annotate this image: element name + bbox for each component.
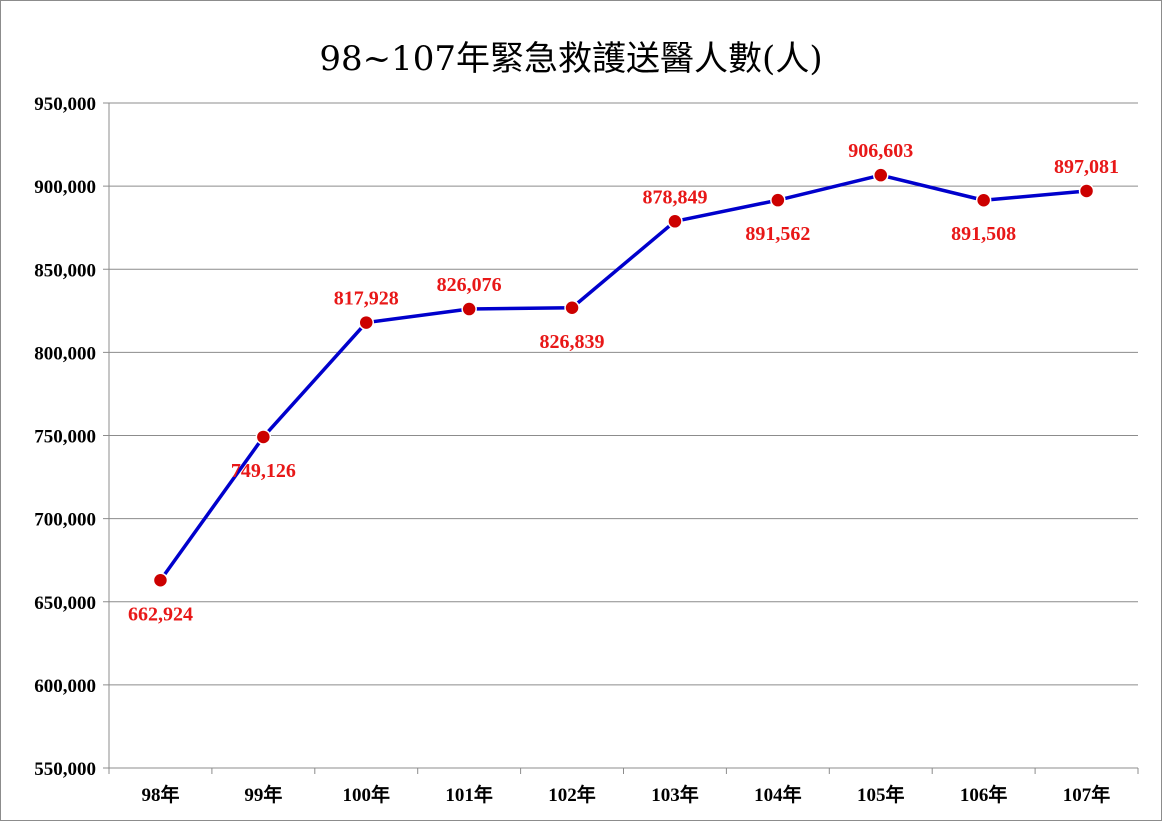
x-tick-label: 102年 — [548, 783, 596, 806]
x-tick-label: 103年 — [651, 783, 699, 806]
data-point — [564, 300, 580, 316]
data-point — [255, 429, 272, 445]
x-tick-label: 106年 — [960, 783, 1008, 806]
y-tick-label: 700,000 — [34, 510, 96, 531]
gridlines — [109, 102, 1138, 686]
y-tick-label: 550,000 — [34, 759, 96, 780]
data-point — [770, 192, 786, 208]
data-labels: 662,924 749,126 817,928 826,076 826,839 878,8… — [128, 140, 1119, 625]
data-label: 826,839 — [540, 331, 605, 353]
data-label: 826,076 — [437, 274, 502, 296]
x-tick-label: 100年 — [342, 783, 390, 806]
data-label: 891,508 — [951, 223, 1016, 245]
y-tick-label: 800,000 — [34, 343, 96, 364]
x-tick-label: 101年 — [445, 783, 493, 806]
series-line — [159, 173, 1087, 582]
y-tick-label: 900,000 — [34, 177, 96, 198]
data-point — [667, 213, 683, 230]
axes — [103, 102, 1139, 774]
data-point — [1078, 183, 1095, 199]
y-tick-label: 750,000 — [34, 427, 96, 448]
x-tick-label: 104年 — [754, 783, 802, 806]
y-tick-label: 950,000 — [34, 94, 96, 115]
data-point — [358, 314, 374, 331]
data-label: 878,849 — [642, 186, 707, 208]
data-label: 891,562 — [745, 223, 810, 245]
data-point — [975, 192, 992, 208]
x-tick-label: 98年 — [141, 783, 179, 806]
x-tick-label: 107年 — [1063, 783, 1111, 806]
data-point — [873, 167, 889, 183]
data-label: 662,924 — [128, 603, 193, 625]
data-point — [461, 301, 477, 317]
data-label: 817,928 — [334, 288, 399, 310]
x-tick-label: 105年 — [857, 783, 905, 806]
x-axis-ticks: 98年 99年 100年 101年 102年 103年 104年 105年 106年 107年 — [141, 783, 1110, 806]
y-tick-label: 650,000 — [34, 593, 96, 614]
data-label: 906,603 — [848, 140, 913, 162]
series — [152, 167, 1095, 589]
y-tick-label: 600,000 — [34, 676, 96, 697]
data-label: 897,081 — [1054, 156, 1119, 178]
chart-title: 98~107年緊急救護送醫人數(人) — [319, 39, 822, 79]
y-axis-ticks: 950,000 900,000 850,000 800,000 750,000 700,0… — [34, 94, 96, 780]
y-tick-label: 850,000 — [34, 260, 96, 281]
data-point — [152, 572, 169, 589]
data-label: 749,126 — [231, 460, 296, 482]
x-tick-label: 99年 — [244, 783, 282, 806]
